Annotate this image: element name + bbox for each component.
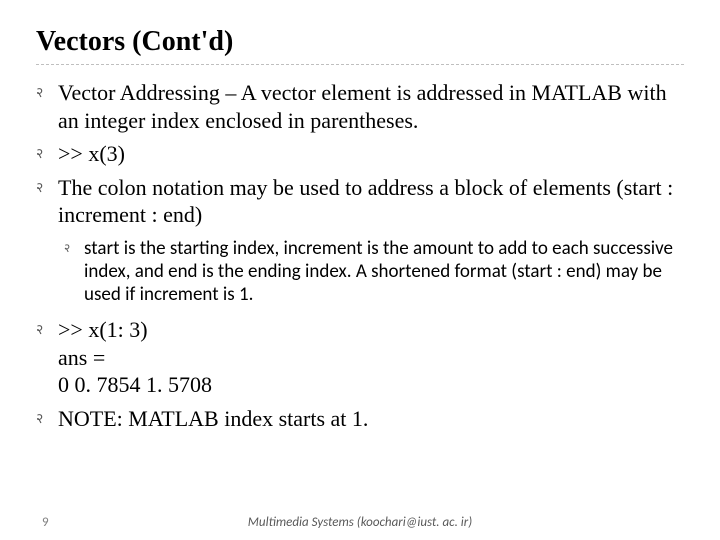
bullet-icon: २ <box>36 140 58 160</box>
bullet-text: Vector Addressing – A vector element is … <box>58 79 684 134</box>
code-line: 0 0. 7854 1. 5708 <box>58 372 212 397</box>
list-item: २ start is the starting index, increment… <box>64 237 684 307</box>
sub-bullet-list: २ start is the starting index, increment… <box>36 237 684 307</box>
list-item: २ Vector Addressing – A vector element i… <box>36 79 684 134</box>
bullet-text: >> x(1: 3) ans = 0 0. 7854 1. 5708 <box>58 316 684 399</box>
slide: Vectors (Cont'd) २ Vector Addressing – A… <box>0 0 720 540</box>
list-item: २ >> x(3) <box>36 140 684 168</box>
footer-text: Multimedia Systems (koochari@iust. ac. i… <box>0 515 720 530</box>
bullet-text: The colon notation may be used to addres… <box>58 174 684 229</box>
page-number: 9 <box>42 515 49 530</box>
bullet-icon: २ <box>36 405 58 425</box>
bullet-text: >> x(3) <box>58 140 684 168</box>
list-item: २ The colon notation may be used to addr… <box>36 174 684 229</box>
footer: 9 Multimedia Systems (koochari@iust. ac.… <box>0 515 720 530</box>
bullet-icon: २ <box>36 316 58 336</box>
bullet-icon: २ <box>36 79 58 99</box>
code-line: ans = <box>58 345 105 370</box>
list-item: २ NOTE: MATLAB index starts at 1. <box>36 405 684 433</box>
bullet-icon: २ <box>36 174 58 194</box>
title-divider <box>36 64 684 65</box>
list-item: २ >> x(1: 3) ans = 0 0. 7854 1. 5708 <box>36 316 684 399</box>
bullet-text: NOTE: MATLAB index starts at 1. <box>58 405 684 433</box>
bullet-list: २ Vector Addressing – A vector element i… <box>36 79 684 432</box>
code-line: >> x(1: 3) <box>58 317 148 342</box>
sub-bullet-text: start is the starting index, increment i… <box>84 237 684 307</box>
bullet-icon: २ <box>64 237 84 254</box>
slide-title: Vectors (Cont'd) <box>36 26 684 58</box>
